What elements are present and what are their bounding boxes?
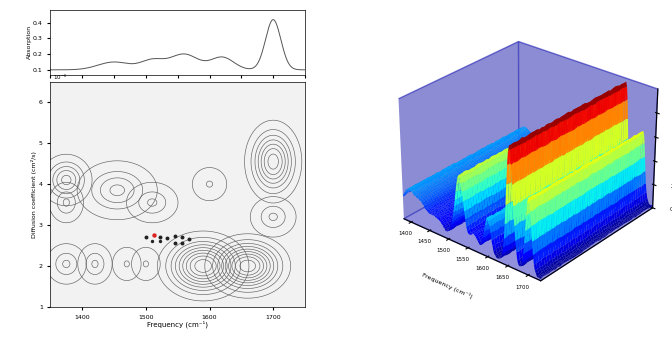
Text: $10^{-6}$: $10^{-6}$ [53, 72, 67, 82]
X-axis label: Frequency (cm⁻¹): Frequency (cm⁻¹) [147, 321, 208, 328]
Point [147, 238, 158, 243]
Point [155, 239, 165, 244]
Point [176, 240, 187, 246]
Point [169, 240, 180, 246]
Text: $\times10^{-6}$: $\times10^{-6}$ [671, 92, 672, 102]
Point [177, 235, 187, 240]
Point [155, 235, 165, 240]
Point [140, 234, 151, 239]
Point [183, 236, 194, 241]
Y-axis label: Absorption: Absorption [26, 25, 32, 59]
Point [149, 232, 159, 238]
Point [161, 235, 172, 241]
X-axis label: Frequency (cm⁻¹): Frequency (cm⁻¹) [421, 271, 473, 299]
Y-axis label: Diffusion coefficient (cm²/s): Diffusion coefficient (cm²/s) [32, 151, 38, 238]
Point [169, 233, 180, 239]
